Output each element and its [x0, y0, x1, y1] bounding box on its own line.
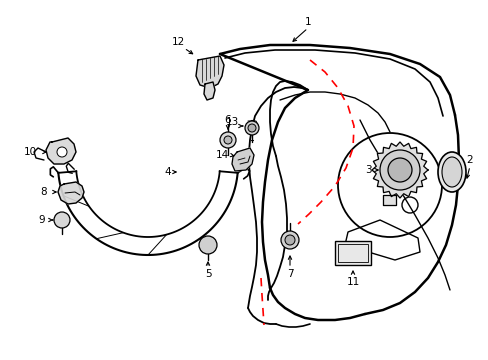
Circle shape	[57, 147, 67, 157]
Circle shape	[379, 150, 419, 190]
Bar	[337, 244, 367, 262]
Bar	[334, 241, 370, 265]
Circle shape	[387, 158, 411, 182]
Ellipse shape	[437, 152, 465, 192]
Circle shape	[224, 136, 231, 144]
Circle shape	[199, 236, 217, 254]
Circle shape	[54, 212, 70, 228]
Polygon shape	[203, 82, 215, 100]
Text: 10: 10	[23, 147, 37, 157]
Polygon shape	[58, 182, 84, 204]
Ellipse shape	[441, 157, 461, 187]
Polygon shape	[46, 138, 76, 164]
Text: 5: 5	[204, 269, 211, 279]
Circle shape	[285, 235, 294, 245]
Circle shape	[247, 124, 256, 132]
Polygon shape	[371, 142, 427, 198]
Circle shape	[220, 132, 236, 148]
Text: 2: 2	[466, 155, 472, 165]
Circle shape	[281, 231, 298, 249]
Text: 3: 3	[364, 165, 370, 175]
Text: 8: 8	[41, 187, 47, 197]
Polygon shape	[196, 56, 224, 88]
Text: 11: 11	[346, 277, 359, 287]
Text: 12: 12	[171, 37, 184, 47]
Text: 13: 13	[225, 117, 238, 127]
Polygon shape	[382, 195, 395, 205]
Text: 6: 6	[224, 115, 231, 125]
Text: 7: 7	[286, 269, 293, 279]
Circle shape	[244, 121, 259, 135]
Text: 1: 1	[304, 17, 311, 27]
Text: 9: 9	[39, 215, 45, 225]
Polygon shape	[231, 148, 253, 171]
Text: 4: 4	[164, 167, 171, 177]
Text: 14: 14	[215, 150, 228, 160]
